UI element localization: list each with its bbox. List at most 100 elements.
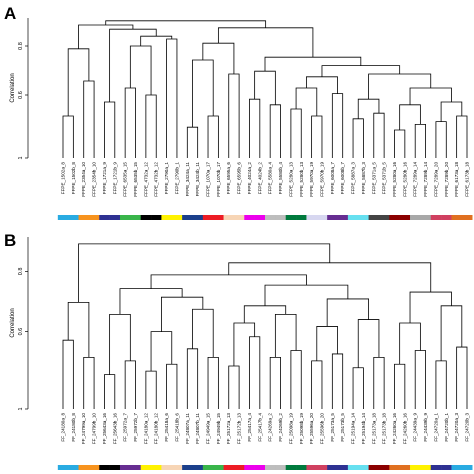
color-bar-cell bbox=[327, 215, 338, 220]
leaf-label: FF_24180b_12 bbox=[154, 413, 159, 445]
dendrogram-branch bbox=[409, 291, 452, 323]
dendrogram-branch bbox=[399, 104, 421, 130]
leaf-label: FFPE_2790a_1 bbox=[164, 162, 169, 195]
dendrogram-branch bbox=[249, 98, 261, 158]
leaf-label: FF_24720a_3 bbox=[454, 413, 459, 442]
leaf-label: FFPE_6595a_6 bbox=[226, 162, 231, 195]
color-bar-cell bbox=[109, 215, 121, 220]
color-bar-cell bbox=[306, 465, 318, 470]
dendrogram-branch bbox=[150, 331, 173, 372]
dendrogram-branch bbox=[249, 336, 261, 409]
leaf-label: FFPE_1721a_9 bbox=[102, 162, 107, 195]
dendrogram-branch bbox=[119, 288, 183, 315]
color-bar-cell bbox=[296, 215, 307, 220]
leaf-label: FFPE_7289a_20 bbox=[433, 162, 438, 197]
leaf-label: FF_25972a_7 bbox=[123, 413, 128, 442]
color-bar-cell bbox=[399, 215, 411, 220]
color-bar-cell bbox=[57, 215, 69, 220]
leaf-label: FFPE_6535b_15 bbox=[133, 162, 138, 197]
color-bar-cell bbox=[213, 215, 224, 220]
leaf-label: FF_25972b_7 bbox=[133, 413, 138, 442]
color-bar-cell bbox=[265, 215, 276, 220]
color-bar-cell bbox=[306, 215, 318, 220]
dendrogram-branch bbox=[124, 360, 136, 409]
leaf-label: FFPE_5887a_3 bbox=[351, 162, 356, 195]
color-bar-cell bbox=[213, 465, 224, 470]
color-bar-cell bbox=[233, 215, 245, 220]
dendrogram-branch bbox=[83, 357, 95, 409]
leaf-label: FF_24949a_15 bbox=[206, 413, 211, 445]
dendrogram-branch bbox=[109, 314, 131, 375]
color-bar-cell bbox=[99, 215, 110, 220]
dendrogram-branch bbox=[331, 353, 344, 409]
dendrogram-branch bbox=[357, 319, 380, 368]
color-bar-cell bbox=[192, 465, 204, 470]
dendrogram-branch bbox=[145, 370, 157, 409]
color-bar-cell bbox=[410, 215, 421, 220]
color-bar-cell bbox=[171, 465, 183, 470]
color-bar-cell bbox=[140, 465, 152, 470]
dendrogram-branch bbox=[228, 73, 240, 158]
color-bar-cell bbox=[441, 465, 452, 470]
dendrogram-branch bbox=[207, 115, 219, 158]
y-tick-label: 1 bbox=[18, 407, 24, 410]
dendrogram-branch bbox=[166, 38, 178, 158]
dendrogram-branch bbox=[192, 59, 214, 128]
color-bar-cell bbox=[420, 465, 432, 470]
leaf-label: FF_25173a_18 bbox=[371, 413, 376, 445]
dendrogram-branch bbox=[326, 298, 369, 327]
leaf-label: FF_24269b_2 bbox=[278, 413, 283, 442]
leaf-label: FFPE_6535a_15 bbox=[123, 162, 128, 197]
dendrogram-branch bbox=[290, 350, 302, 409]
color-bar-cell bbox=[140, 215, 152, 220]
color-bar-cell bbox=[192, 215, 204, 220]
color-bar-cell bbox=[347, 215, 359, 220]
dendrogram-branch bbox=[394, 129, 406, 158]
leaf-label: FF_24260b_16 bbox=[402, 413, 407, 445]
color-bar-cell bbox=[275, 465, 287, 470]
leaf-label: FFPE_2354a_10 bbox=[81, 162, 86, 197]
leaf-label: FFPE_3424b_11 bbox=[195, 162, 200, 197]
leaf-label: FF_25194a_14 bbox=[351, 413, 356, 445]
leaf-label: FFPE_2790b_1 bbox=[174, 162, 179, 195]
leaf-label: FFPE_5371b_5 bbox=[382, 162, 387, 195]
leaf-label: FFPE_5280b_13 bbox=[299, 162, 304, 197]
leaf-label: FF_25173b_5 bbox=[340, 413, 345, 442]
leaf-label: FF_25417b_4 bbox=[257, 413, 262, 442]
color-bar-cell bbox=[285, 465, 297, 470]
leaf-label: FF_25643a_16 bbox=[102, 413, 107, 445]
color-bar-cell bbox=[410, 465, 421, 470]
leaf-label: FFPE_1502b_8 bbox=[71, 162, 76, 195]
dendrogram-branch bbox=[440, 305, 463, 361]
leaf-label: FFPE_4024b_2 bbox=[257, 162, 262, 195]
leaf-label: FF_24799b_10 bbox=[92, 413, 97, 445]
dendrogram-branch bbox=[124, 87, 136, 158]
color-bar-cell bbox=[254, 465, 266, 470]
dendrogram-branch bbox=[264, 284, 349, 306]
leaf-label: FF_24180a_8 bbox=[61, 413, 66, 442]
dendrogram-branch bbox=[186, 126, 199, 158]
color-bar-cell bbox=[151, 215, 162, 220]
dendrogram-branch bbox=[394, 363, 406, 409]
leaf-label: FFPE_1502a_8 bbox=[61, 162, 66, 195]
color-bar-cell bbox=[254, 215, 266, 220]
color-bar-cell bbox=[451, 215, 463, 220]
dendrogram-branch bbox=[233, 322, 256, 366]
dendrogram-branch bbox=[311, 360, 323, 409]
color-bar-cell bbox=[88, 215, 100, 220]
color-bar-cell bbox=[327, 465, 338, 470]
dendrogram-branch bbox=[150, 274, 307, 289]
dendrogram-panel-b: B 0.8 0.6 1 Correlation FF_24180a_8 FF_24180b… bbox=[0, 231, 474, 474]
dendrogram-branch bbox=[352, 367, 364, 409]
leaf-label: FFPE_3424a_11 bbox=[185, 162, 190, 197]
dendrogram-branch bbox=[440, 101, 463, 122]
leaf-label: FF_24799a_10 bbox=[81, 413, 86, 445]
y-tick-label: 0.6 bbox=[18, 328, 24, 336]
leaf-label: FF_25172b_13 bbox=[237, 413, 242, 445]
dendrogram-b-canvas: 0.8 0.6 1 Correlation FF_24180a_8 FF_24180b_8… bbox=[10, 237, 473, 470]
color-bar-cell bbox=[68, 215, 79, 220]
leaf-label: FFPE_4024a_2 bbox=[247, 162, 252, 195]
dendrogram-branch bbox=[166, 363, 178, 409]
leaf-label: FFPE_5887b_3 bbox=[361, 162, 366, 195]
leaf-label: FFPE_5970b_19 bbox=[319, 162, 324, 197]
